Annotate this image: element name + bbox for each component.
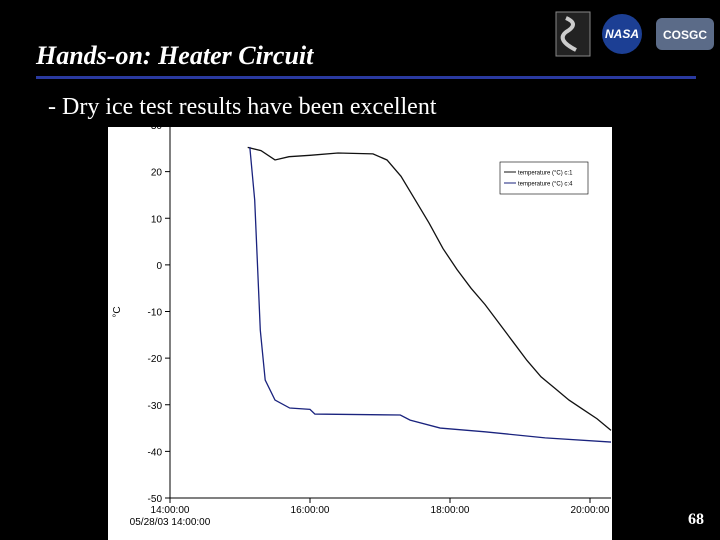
- legend-box: [499, 161, 589, 195]
- x-sublabel: 05/28/03 14:00:00: [130, 517, 211, 528]
- title-rule: [36, 76, 696, 79]
- y-tick-label: 10: [151, 214, 163, 225]
- y-tick-label: 0: [156, 261, 162, 272]
- chart: -50 -40 -30 -20 -10 0 10 20 30 14:00:00 16:00:00 18…: [112, 121, 612, 528]
- bullet: - Dry ice test results have been excelle…: [48, 94, 437, 120]
- y-tick-label: -10: [148, 308, 163, 319]
- x-tick-label: 18:00:00: [431, 505, 470, 516]
- logo-cosgc: [656, 18, 714, 50]
- page-number: 68: [688, 511, 704, 528]
- logo-nasa: [602, 14, 642, 54]
- legend-label: temperature (°C) c:4: [518, 182, 573, 188]
- y-tick-label: 30: [151, 121, 163, 132]
- y-tick-label: -30: [148, 401, 163, 412]
- y-axis-label: °C: [112, 306, 123, 317]
- logo-nasa-text: NASA: [605, 27, 639, 41]
- y-tick-label: -20: [148, 354, 163, 365]
- logo-swoosh: [560, 16, 577, 52]
- chart-area: [108, 127, 612, 540]
- x-tick-label: 14:00:00: [151, 505, 190, 516]
- slide-title: Hands-on: Heater Circuit: [35, 41, 314, 70]
- series-line: [247, 146, 612, 431]
- y-tick-label: -40: [148, 447, 163, 458]
- series-line: [249, 146, 612, 443]
- x-tick-label: 16:00:00: [291, 505, 330, 516]
- logo-cosgc-text: COSGC: [663, 28, 707, 42]
- x-tick-label: 20:00:00: [571, 505, 610, 516]
- y-tick-label: 20: [151, 168, 163, 179]
- plot: -50 -40 -30 -20 -10 0 10 20 30 14:00:00 16:00:00 18…: [112, 121, 612, 528]
- legend-label: temperature (°C) c:1: [518, 171, 573, 177]
- y-tick-label: -50: [148, 494, 163, 505]
